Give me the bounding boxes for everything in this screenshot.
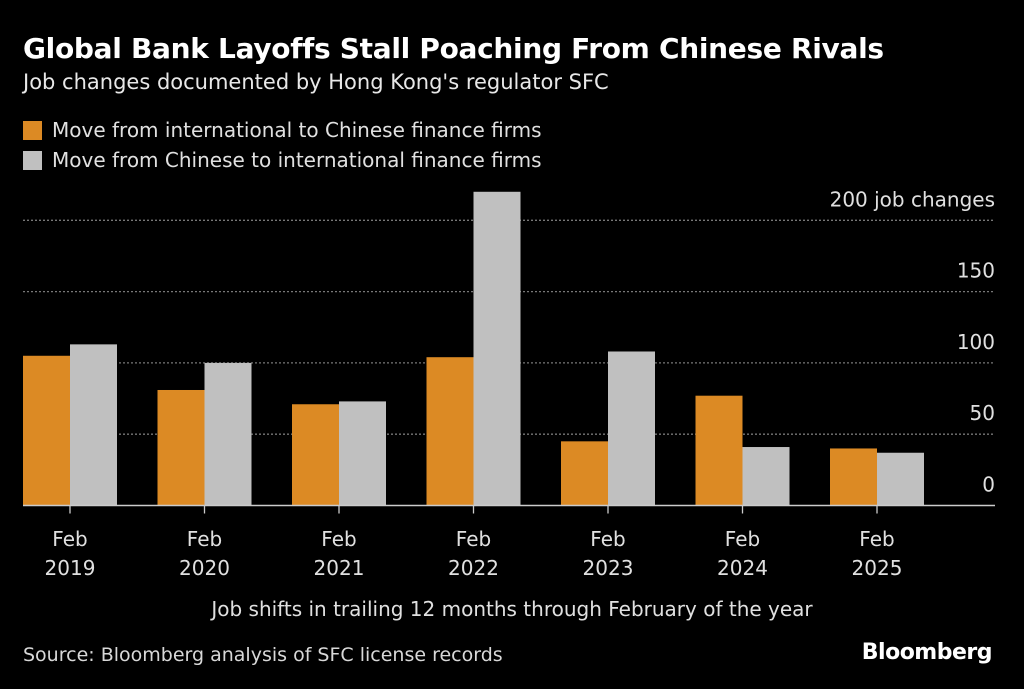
y-tick-label: 100 [957,330,995,354]
bar-chinese-to-intl [204,362,252,506]
x-tick-label: Feb [321,527,356,551]
x-tick-label: 2021 [314,556,365,580]
bar-chinese-to-intl [608,351,655,506]
bar-chinese-to-intl [70,344,117,506]
y-tick-label: 150 [957,259,995,283]
x-tick-label: Feb [456,527,491,551]
x-tick-label: Feb [590,527,625,551]
bar-intl-to-chinese [561,441,608,506]
bar-intl-to-chinese [426,357,474,506]
source-note: Source: Bloomberg analysis of SFC licens… [23,644,503,666]
x-tick-label: Feb [725,527,760,551]
bar-intl-to-chinese [292,404,339,506]
legend-swatch-orange [23,120,42,140]
x-tick-label: Feb [52,527,87,551]
x-tick-label: Feb [859,527,894,551]
x-tick-label: 2024 [717,556,768,580]
chart-subtitle: Job changes documented by Hong Kong's re… [23,70,609,94]
x-axis-label: Job shifts in trailing 12 months through… [211,597,813,621]
bar-chart: 0 50 100 150 200 job changes Feb 2019 Feb 2020 Fe… [23,187,995,580]
bar-intl-to-chinese [23,355,70,506]
bar-chinese-to-intl [339,401,386,506]
legend-label: Move from international to Chinese finan… [52,118,542,142]
legend-item-international-to-chinese: Move from international to Chinese finan… [23,118,541,142]
bar-chinese-to-intl [473,191,521,506]
legend-swatch-gray [23,150,42,170]
x-tick-label: 2020 [179,556,230,580]
y-tick-label: 50 [970,401,995,425]
y-tick-label: 0 [982,473,995,497]
x-tick-label: Feb [187,527,222,551]
bar-intl-to-chinese [830,448,877,506]
x-tick-label: 2022 [448,556,499,580]
bar-chinese-to-intl [742,447,790,506]
legend-label: Move from Chinese to international finan… [52,148,542,172]
bar-intl-to-chinese [157,389,205,506]
x-tick-label: 2023 [583,556,634,580]
bloomberg-logo: Bloomberg [861,640,993,665]
bar-chinese-to-intl [877,452,924,506]
legend-item-chinese-to-international: Move from Chinese to international finan… [23,148,541,172]
x-tick-label: 2019 [45,556,96,580]
y-tick-label: 200 job changes [830,187,995,211]
bar-intl-to-chinese [695,395,743,506]
chart-title: Global Bank Layoffs Stall Poaching From … [23,32,884,65]
x-tick-label: 2025 [852,556,903,580]
